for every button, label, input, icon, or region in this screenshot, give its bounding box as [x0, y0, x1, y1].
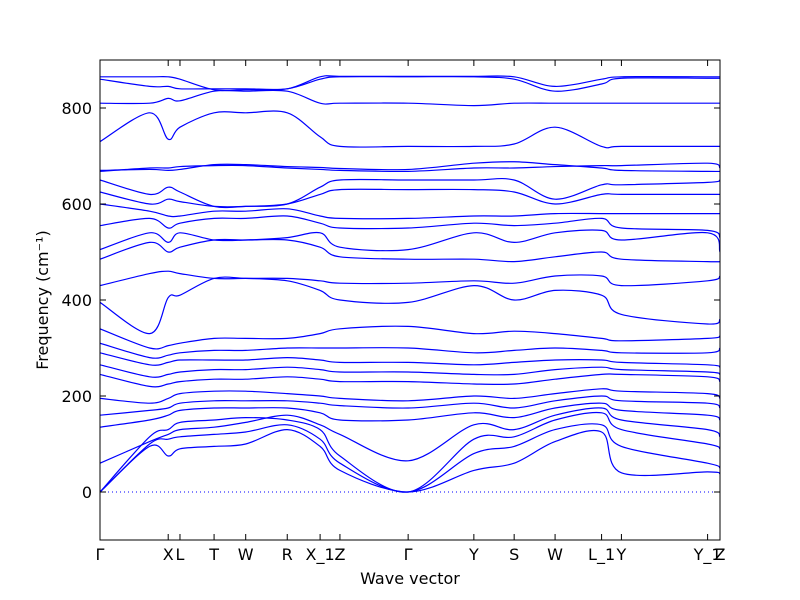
x-tick-label-10: Y — [468, 545, 479, 564]
x-tick-label-1: Γ — [96, 545, 105, 564]
x-tick-label-14: Y — [616, 545, 627, 564]
band-line-1 — [100, 428, 720, 493]
band-line-10 — [100, 352, 720, 368]
y-tick-label-200: 200 — [61, 387, 92, 406]
band-line-20 — [100, 177, 720, 209]
band-line-17 — [100, 215, 720, 239]
plot-frame — [99, 59, 721, 541]
series-layer — [100, 75, 720, 493]
band-line-12 — [100, 325, 720, 350]
x-tick-label-6: R — [282, 545, 293, 564]
band-line-5 — [100, 402, 720, 428]
x-tick-label-13: L_1 — [588, 545, 615, 565]
band-line-11 — [100, 342, 720, 359]
band-line-19 — [100, 188, 720, 208]
band-line-21 — [100, 162, 720, 173]
band-line-3 — [100, 411, 720, 493]
band-line-2 — [100, 423, 720, 493]
y-tick-label-800: 800 — [61, 99, 92, 118]
band-line-15 — [100, 238, 720, 263]
band-line-18 — [100, 203, 720, 220]
y-tick-label-600: 600 — [61, 195, 92, 214]
y-axis-label: Frequency (cm⁻¹) — [33, 230, 52, 369]
x-tick-label-16: Z — [715, 545, 726, 564]
x-tick-label-11: S — [509, 545, 519, 564]
band-line-7 — [100, 388, 720, 404]
band-line-9 — [100, 364, 720, 378]
band-line-26 — [100, 75, 720, 92]
band-line-23 — [100, 110, 720, 149]
band-line-14 — [100, 270, 720, 287]
y-axis-ticks: 0 200 400 600 800 — [61, 99, 720, 502]
x-tick-label-5: W — [238, 545, 254, 564]
band-line-16 — [100, 229, 720, 253]
x-tick-label-12: W — [547, 545, 563, 564]
x-axis-ticks: Γ X L T W R X_1 Z Γ Y S W L_1 Y Y_1Z — [96, 60, 726, 565]
band-line-24 — [100, 89, 720, 107]
x-tick-label-2: X — [163, 545, 174, 564]
band-line-13 — [100, 276, 720, 335]
x-tick-label-8: Z — [334, 545, 345, 564]
x-axis-label: Wave vector — [360, 569, 460, 588]
band-line-22 — [100, 161, 720, 173]
x-tick-label-4: T — [208, 545, 219, 564]
y-tick-label-400: 400 — [61, 291, 92, 310]
x-tick-label-15: Y_1 — [693, 545, 722, 565]
x-tick-label-7: X_1 — [306, 545, 335, 565]
x-tick-label-3: L — [176, 545, 185, 564]
band-line-8 — [100, 373, 720, 388]
band-line-4 — [100, 407, 720, 464]
band-line-6 — [100, 395, 720, 416]
y-tick-label-0: 0 — [82, 483, 92, 502]
x-tick-label-9: Γ — [404, 545, 413, 564]
